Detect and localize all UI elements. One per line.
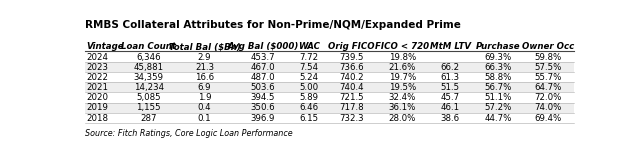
Text: 7.54: 7.54 [300, 63, 319, 72]
Text: 487.0: 487.0 [250, 73, 275, 82]
Text: 72.0%: 72.0% [534, 93, 562, 102]
Text: 2.9: 2.9 [198, 53, 211, 62]
Text: 287: 287 [140, 114, 157, 123]
Text: 61.3: 61.3 [440, 73, 460, 82]
Text: 21.6%: 21.6% [388, 63, 416, 72]
Text: 6.46: 6.46 [300, 104, 319, 113]
Text: 2018: 2018 [86, 114, 108, 123]
Text: 69.3%: 69.3% [484, 53, 511, 62]
Text: 0.4: 0.4 [198, 104, 211, 113]
Text: 740.2: 740.2 [339, 73, 364, 82]
Text: 721.5: 721.5 [339, 93, 364, 102]
Text: Source: Fitch Ratings, Core Logic Loan Performance: Source: Fitch Ratings, Core Logic Loan P… [85, 129, 292, 138]
Text: 21.3: 21.3 [195, 63, 214, 72]
Text: Avg Bal ($000): Avg Bal ($000) [227, 42, 298, 51]
Text: 2021: 2021 [86, 83, 108, 92]
Text: Owner Occ: Owner Occ [522, 42, 575, 51]
Text: 740.4: 740.4 [339, 83, 364, 92]
Bar [85, 82, 573, 93]
Text: 503.6: 503.6 [250, 83, 275, 92]
Bar [85, 103, 573, 113]
Text: Purchase: Purchase [476, 42, 520, 51]
Text: 28.0%: 28.0% [388, 114, 416, 123]
Text: 6.15: 6.15 [300, 114, 319, 123]
Text: 66.3%: 66.3% [484, 63, 511, 72]
Text: 2023: 2023 [86, 63, 108, 72]
Text: 58.8%: 58.8% [484, 73, 511, 82]
Text: 64.7%: 64.7% [534, 83, 562, 92]
Text: 19.7%: 19.7% [388, 73, 416, 82]
Text: 66.2: 66.2 [440, 63, 460, 72]
Text: 2019: 2019 [86, 104, 108, 113]
Text: 453.7: 453.7 [250, 53, 275, 62]
Text: 5.24: 5.24 [300, 73, 319, 82]
Text: 350.6: 350.6 [250, 104, 275, 113]
Text: 36.1%: 36.1% [388, 104, 416, 113]
Text: 19.5%: 19.5% [388, 83, 416, 92]
Text: 56.7%: 56.7% [484, 83, 511, 92]
Bar [85, 62, 573, 72]
Text: 57.2%: 57.2% [484, 104, 511, 113]
Text: 45,881: 45,881 [134, 63, 164, 72]
Text: 7.72: 7.72 [300, 53, 319, 62]
Text: 69.4%: 69.4% [534, 114, 562, 123]
Text: 717.8: 717.8 [339, 104, 364, 113]
Text: 57.5%: 57.5% [534, 63, 562, 72]
Text: 739.5: 739.5 [340, 53, 364, 62]
Text: 1,155: 1,155 [136, 104, 161, 113]
Text: WAC: WAC [298, 42, 321, 51]
Text: 6.9: 6.9 [198, 83, 211, 92]
Text: 59.8%: 59.8% [534, 53, 562, 62]
Text: 32.4%: 32.4% [388, 93, 416, 102]
Text: 5.89: 5.89 [300, 93, 319, 102]
Text: 396.9: 396.9 [251, 114, 275, 123]
Text: RMBS Collateral Attributes for Non-Prime/NQM/Expanded Prime: RMBS Collateral Attributes for Non-Prime… [85, 20, 461, 30]
Text: 16.6: 16.6 [195, 73, 214, 82]
Text: 19.8%: 19.8% [388, 53, 416, 62]
Text: 46.1: 46.1 [440, 104, 460, 113]
Text: 0.1: 0.1 [198, 114, 211, 123]
Text: 44.7%: 44.7% [484, 114, 511, 123]
Text: FICO < 720: FICO < 720 [375, 42, 429, 51]
Text: Total Bal ($Bn): Total Bal ($Bn) [168, 42, 241, 51]
Text: Orig FICO: Orig FICO [328, 42, 375, 51]
Text: Vintage: Vintage [86, 42, 124, 51]
Text: 2024: 2024 [86, 53, 108, 62]
Text: 394.5: 394.5 [251, 93, 275, 102]
Text: MtM LTV: MtM LTV [429, 42, 470, 51]
Text: 5.00: 5.00 [300, 83, 319, 92]
Text: 732.3: 732.3 [339, 114, 364, 123]
Text: 14,234: 14,234 [134, 83, 164, 92]
Text: 38.6: 38.6 [440, 114, 460, 123]
Text: 74.0%: 74.0% [534, 104, 562, 113]
Text: 2022: 2022 [86, 73, 108, 82]
Text: 51.5: 51.5 [440, 83, 460, 92]
Text: 1.9: 1.9 [198, 93, 211, 102]
Text: 467.0: 467.0 [250, 63, 275, 72]
Text: 45.7: 45.7 [440, 93, 460, 102]
Text: 34,359: 34,359 [134, 73, 164, 82]
Text: 5,085: 5,085 [136, 93, 161, 102]
Text: 51.1%: 51.1% [484, 93, 511, 102]
Text: 6,346: 6,346 [136, 53, 161, 62]
Text: 736.6: 736.6 [339, 63, 364, 72]
Text: Loan Count: Loan Count [121, 42, 176, 51]
Text: 55.7%: 55.7% [534, 73, 562, 82]
Text: 2020: 2020 [86, 93, 108, 102]
